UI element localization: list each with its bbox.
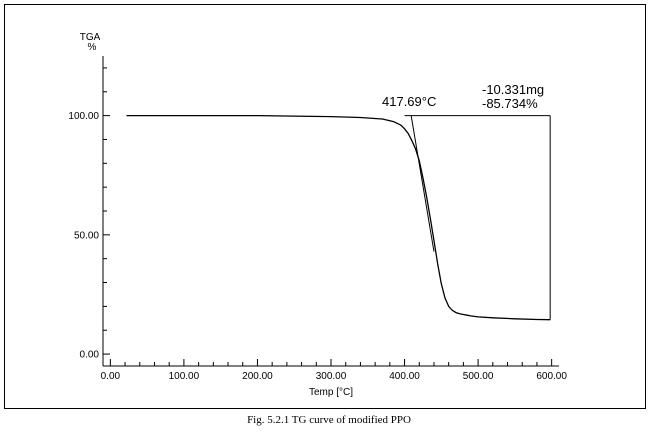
x-tick-label: 100.00	[169, 371, 200, 382]
y-tick-label: 50.00	[74, 230, 99, 241]
tga-chart: 0.00 100.00 200.00 300.00 400.00 500.00 600.00…	[68, 32, 567, 398]
x-tick-label: 400.00	[389, 371, 420, 382]
figure-caption: Fig. 5.2.1 TG curve of modified PPO	[247, 414, 411, 426]
x-tick-label: 0.00	[101, 371, 121, 382]
mass-loss-percent-label: -85.734%	[482, 96, 538, 111]
onset-temperature-label: 417.69°C	[382, 94, 436, 109]
x-tick-label: 600.00	[536, 371, 567, 382]
x-tick-label: 500.00	[463, 371, 494, 382]
y-tick-label: 0.00	[80, 350, 100, 361]
x-tick-label: 200.00	[242, 371, 273, 382]
tg-curve	[126, 114, 551, 321]
tick-group: 0.00 100.00 200.00 300.00 400.00 500.00 600.00…	[68, 67, 567, 382]
x-axis-title: Temp [°C]	[309, 387, 353, 398]
x-tick-label: 300.00	[316, 371, 347, 382]
figure-frame	[4, 4, 646, 409]
y-tick-label: 100.00	[68, 111, 99, 122]
onset-tangent-line	[410, 115, 435, 252]
y-axis-title: TGA	[80, 32, 101, 43]
mass-loss-mg-label: -10.331mg	[482, 82, 544, 97]
y-axis-unit: %	[88, 42, 97, 53]
plot-area	[126, 114, 551, 321]
